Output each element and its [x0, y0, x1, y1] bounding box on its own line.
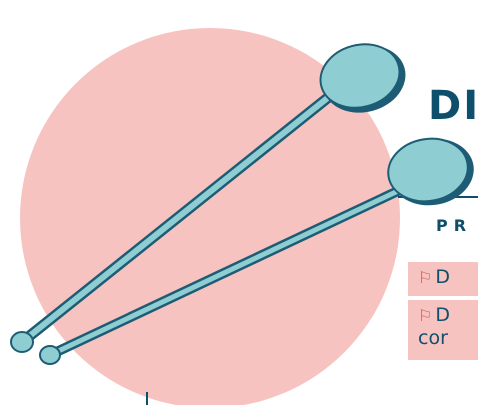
list-item-text-continued: cor: [418, 327, 448, 349]
divider-line: [146, 392, 148, 405]
flag-icon: ⚐: [418, 268, 433, 287]
swizzle-stick-icon: [39, 137, 474, 365]
swizzle-stick-icon: [10, 43, 406, 353]
list-item: ⚐ D cor: [408, 300, 478, 360]
flag-icon: ⚐: [418, 306, 433, 325]
list-item-text: D: [435, 304, 450, 326]
list-item-text: D: [435, 266, 450, 288]
slide-title: DI: [428, 83, 478, 129]
list-item: ⚐ D: [408, 262, 478, 296]
section-label: PR: [436, 216, 473, 235]
